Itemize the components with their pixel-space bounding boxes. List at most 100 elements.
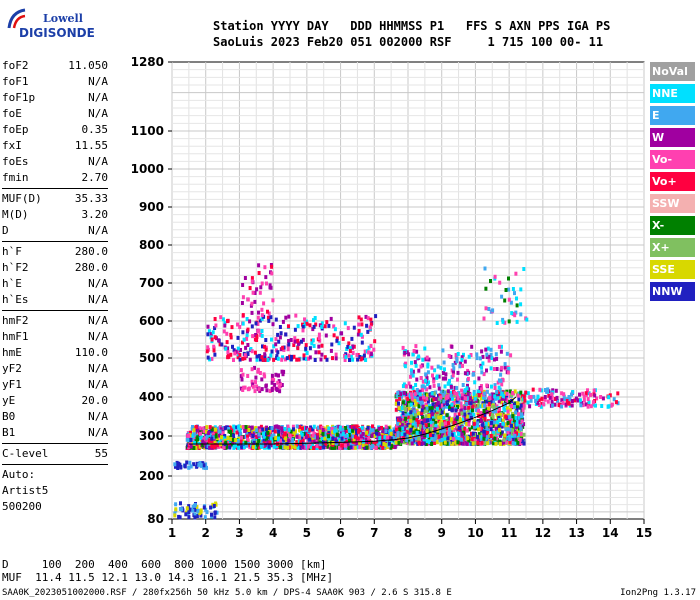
echo-point xyxy=(280,369,284,374)
echo-point xyxy=(234,425,238,430)
echo-point xyxy=(506,415,510,420)
echo-point xyxy=(434,421,438,425)
echo-point xyxy=(226,435,230,440)
echo-point xyxy=(352,437,356,442)
echo-point xyxy=(305,351,309,355)
echo-point xyxy=(251,384,255,389)
echo-point xyxy=(332,324,336,329)
echo-point xyxy=(398,422,402,427)
echo-point xyxy=(287,339,291,343)
echo-point xyxy=(333,427,337,431)
echo-point xyxy=(489,399,493,404)
echo-point xyxy=(273,424,277,429)
echo-point xyxy=(432,391,436,396)
echo-point xyxy=(297,357,301,362)
echo-point xyxy=(354,434,357,439)
echo-point xyxy=(210,356,214,361)
echo-point xyxy=(487,406,491,411)
echo-point xyxy=(435,406,439,411)
echo-point xyxy=(498,439,502,444)
echo-point xyxy=(370,433,374,438)
echo-point xyxy=(334,429,338,434)
parameter-panel: foF2 11.050 foF1 N/A foF1p N/A foE N/A foEp 0.35 f… xyxy=(2,58,166,515)
echo-point xyxy=(333,327,337,332)
x-tick-label: 4 xyxy=(269,526,277,540)
echo-point xyxy=(354,432,358,437)
echo-point xyxy=(372,441,376,446)
echo-point xyxy=(307,444,310,449)
param-row: h`F 280.0 xyxy=(2,244,166,260)
echo-point xyxy=(248,443,252,448)
echo-point xyxy=(373,339,377,344)
echo-point xyxy=(420,437,424,442)
echo-point xyxy=(236,335,240,340)
echo-point xyxy=(334,352,338,357)
echo-point xyxy=(511,391,515,395)
echo-point xyxy=(536,400,540,405)
echo-point xyxy=(429,426,433,431)
echo-point xyxy=(472,412,475,417)
echo-point xyxy=(480,427,484,432)
echo-point xyxy=(579,403,583,408)
echo-point xyxy=(471,404,475,409)
echo-point xyxy=(489,366,493,371)
echo-point xyxy=(232,444,236,449)
echo-point xyxy=(267,318,271,323)
echo-point xyxy=(454,353,458,357)
echo-point xyxy=(209,332,213,337)
echo-point xyxy=(248,357,252,362)
echo-point xyxy=(473,380,477,385)
echo-point xyxy=(419,431,423,436)
echo-point xyxy=(237,445,241,450)
param-row: MUF(D) 35.33 xyxy=(2,191,166,207)
echo-point xyxy=(482,409,486,413)
echo-point xyxy=(491,430,495,435)
echo-point xyxy=(277,339,281,344)
echo-point xyxy=(317,344,321,349)
echo-point xyxy=(359,332,363,337)
echo-point xyxy=(313,316,317,320)
echo-point xyxy=(271,322,275,327)
param-label: yF2 xyxy=(2,362,22,375)
echo-point xyxy=(253,291,257,295)
echo-point xyxy=(289,445,293,450)
echo-point xyxy=(497,424,501,429)
x-tick-label: 10 xyxy=(467,526,484,540)
echo-point xyxy=(176,466,180,470)
echo-point xyxy=(495,413,499,418)
echo-point xyxy=(367,432,371,436)
echo-point xyxy=(424,402,428,407)
echo-point xyxy=(403,419,407,424)
echo-point xyxy=(383,435,387,440)
echo-point xyxy=(334,356,338,361)
echo-point xyxy=(349,445,353,450)
echo-point xyxy=(430,391,434,396)
echo-point xyxy=(518,419,522,424)
echo-point xyxy=(263,352,267,357)
echo-point xyxy=(396,390,400,395)
echo-point xyxy=(325,357,329,362)
echo-point xyxy=(265,281,268,286)
y-tick-label: 1280 xyxy=(131,55,164,69)
echo-point xyxy=(407,381,411,386)
echo-point xyxy=(481,424,485,429)
echo-point xyxy=(471,408,474,413)
echo-point xyxy=(550,396,554,400)
echo-point xyxy=(280,429,284,434)
echo-point xyxy=(408,412,412,417)
echo-point xyxy=(411,369,415,374)
echo-point xyxy=(258,436,262,441)
echo-point xyxy=(456,352,460,356)
echo-point xyxy=(467,387,471,392)
echo-point xyxy=(292,354,296,359)
echo-point xyxy=(467,438,471,443)
echo-point xyxy=(463,426,467,431)
legend-item: NNE xyxy=(650,84,695,103)
echo-point xyxy=(202,463,206,468)
echo-point xyxy=(295,357,299,362)
echo-point xyxy=(257,438,261,443)
echo-point xyxy=(316,433,320,438)
echo-point xyxy=(310,341,314,346)
echo-point xyxy=(510,404,513,408)
echo-point xyxy=(458,364,462,369)
